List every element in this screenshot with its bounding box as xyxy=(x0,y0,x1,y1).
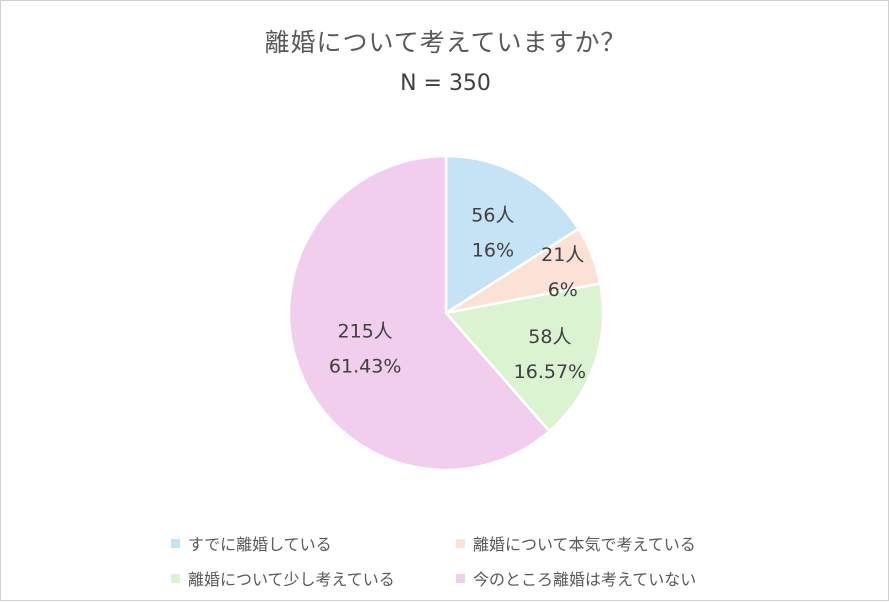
legend-label: 離婚について少し考えている xyxy=(188,570,395,589)
legend-item-slightly-considering: 離婚について少し考えている xyxy=(171,566,395,590)
data-label-percent: 6% xyxy=(548,279,578,301)
slice-slightly-considering xyxy=(443,282,605,433)
legend-label: 離婚について本気で考えている xyxy=(473,535,696,554)
data-label-percent: 16.57% xyxy=(514,361,586,383)
data-label-count: 56人 xyxy=(471,205,514,227)
legend-item-seriously-considering: 離婚について本気で考えている xyxy=(456,531,696,555)
data-label-count: 21人 xyxy=(541,244,584,266)
legend-swatch xyxy=(171,538,180,548)
data-label-count: 58人 xyxy=(528,326,571,348)
legend-label: すでに離婚している xyxy=(188,535,332,554)
chart-subtitle: N = 350 xyxy=(400,71,491,96)
slice-not-considering xyxy=(287,154,552,472)
legend-item-already-divorced: すでに離婚している xyxy=(171,531,332,555)
legend-swatch xyxy=(456,538,465,548)
data-label-percent: 16% xyxy=(472,240,514,262)
slice-already-divorced xyxy=(444,154,581,316)
legend-swatch xyxy=(456,573,465,583)
data-label-count: 215人 xyxy=(338,320,393,342)
legend-item-not-considering: 今のところ離婚は考えていない xyxy=(456,566,696,590)
legend-swatch xyxy=(171,573,180,583)
data-label-percent: 61.43% xyxy=(329,355,401,377)
legend-label: 今のところ離婚は考えていない xyxy=(473,570,697,589)
chart-title: 離婚について考えていますか？ xyxy=(264,28,627,57)
